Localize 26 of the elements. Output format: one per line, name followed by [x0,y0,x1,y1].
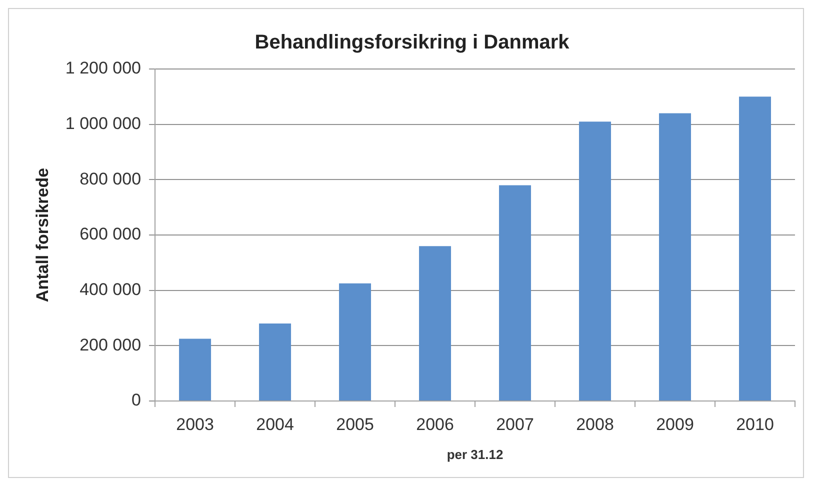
y-tick-label: 1 200 000 [65,58,142,78]
x-tick-label: 2005 [336,414,374,434]
bar [259,324,292,400]
bar [339,283,372,400]
bar [579,122,612,400]
y-tick-label: 200 000 [80,335,142,354]
y-tick-label: 1 000 000 [65,114,142,134]
bar [179,338,212,400]
y-tick-label: 600 000 [80,224,142,244]
x-tick-label: 2009 [656,414,694,434]
x-tick-label: 2003 [176,414,214,434]
x-axis-title: per 31.12 [446,446,504,462]
x-tick-label: 2004 [256,414,294,434]
y-tick-label: 400 000 [80,280,142,300]
x-tick-label: 2006 [416,414,454,434]
x-tick-label: 2010 [736,414,774,434]
y-axis-title: Antall forsikrede [32,168,52,302]
x-tick-label: 2008 [576,414,614,434]
bar [419,246,452,400]
bar [739,96,771,400]
x-tick-label: 2007 [496,414,534,434]
bar [659,113,692,400]
y-tick-label: 800 000 [80,169,142,188]
chart-title: Behandlingsforsikring i Danmark [254,32,570,54]
y-tick-label: 0 [132,390,142,410]
bar [499,185,532,400]
